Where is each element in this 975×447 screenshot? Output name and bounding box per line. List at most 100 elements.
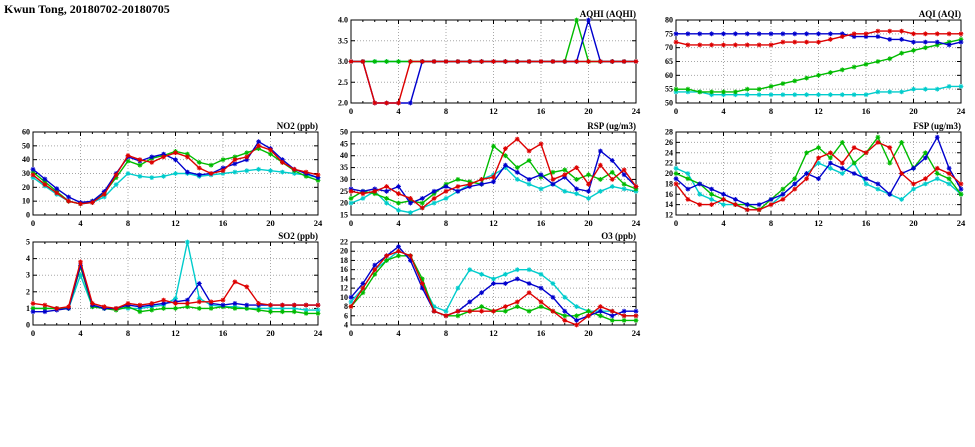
- svg-text:4.0: 4.0: [338, 16, 348, 25]
- svg-text:26: 26: [665, 138, 673, 147]
- svg-text:25: 25: [340, 187, 348, 196]
- svg-text:20: 20: [909, 218, 918, 228]
- svg-text:50: 50: [22, 141, 30, 150]
- svg-text:8: 8: [444, 328, 448, 338]
- svg-text:0: 0: [26, 321, 30, 330]
- svg-text:18: 18: [340, 256, 348, 265]
- svg-text:16: 16: [537, 328, 546, 338]
- svg-text:O3 (ppb): O3 (ppb): [601, 231, 636, 241]
- svg-text:0: 0: [349, 218, 353, 228]
- svg-text:30: 30: [22, 169, 30, 178]
- svg-text:30: 30: [340, 175, 348, 184]
- svg-text:20: 20: [584, 328, 593, 338]
- chart-o3: 4 6 8 10 12 14 16 18 20 22 0 4 8 12 16 20 24 O3 (ppb): [323, 230, 643, 342]
- svg-text:24: 24: [665, 148, 673, 157]
- svg-text:20: 20: [665, 169, 673, 178]
- svg-text:0: 0: [31, 218, 35, 228]
- svg-text:0: 0: [349, 328, 353, 338]
- svg-text:0: 0: [349, 106, 353, 116]
- svg-text:4: 4: [26, 254, 30, 263]
- svg-text:24: 24: [632, 328, 641, 338]
- svg-text:AQHI (AQHI): AQHI (AQHI): [580, 9, 636, 19]
- svg-text:20: 20: [266, 328, 275, 338]
- svg-text:35: 35: [340, 163, 348, 172]
- svg-text:16: 16: [537, 218, 546, 228]
- svg-text:AQI (AQI): AQI (AQI): [919, 9, 961, 19]
- svg-text:18: 18: [665, 179, 673, 188]
- svg-text:3.5: 3.5: [338, 36, 348, 45]
- svg-text:28: 28: [665, 128, 673, 137]
- svg-text:8: 8: [126, 218, 130, 228]
- chart-no2: 0 10 20 30 40 50 60 0 4 8 12 16 20 24 NO2 (ppb): [5, 120, 325, 232]
- svg-text:0: 0: [31, 328, 35, 338]
- svg-text:16: 16: [219, 328, 228, 338]
- svg-text:4: 4: [721, 218, 726, 228]
- svg-text:4: 4: [396, 218, 401, 228]
- svg-text:3: 3: [26, 271, 30, 280]
- svg-text:24: 24: [957, 106, 966, 116]
- svg-text:16: 16: [340, 265, 348, 274]
- svg-text:4: 4: [78, 328, 83, 338]
- chart-rsp: 15 20 25 30 35 40 45 50 0 4 8 12 16 20 24 RSP (ug/m3): [323, 120, 643, 232]
- svg-text:RSP (ug/m3): RSP (ug/m3): [587, 121, 636, 131]
- svg-text:2: 2: [26, 287, 30, 296]
- svg-text:16: 16: [537, 106, 546, 116]
- svg-text:3.0: 3.0: [338, 57, 348, 66]
- svg-text:12: 12: [665, 211, 673, 220]
- svg-text:22: 22: [340, 238, 348, 247]
- svg-text:8: 8: [444, 106, 448, 116]
- svg-text:SO2 (ppb): SO2 (ppb): [278, 231, 318, 241]
- svg-text:10: 10: [22, 197, 30, 206]
- svg-text:4: 4: [396, 328, 401, 338]
- svg-text:20: 20: [22, 183, 30, 192]
- svg-text:50: 50: [340, 128, 348, 137]
- svg-text:4: 4: [344, 321, 348, 330]
- svg-text:12: 12: [814, 218, 823, 228]
- svg-text:45: 45: [340, 139, 348, 148]
- svg-text:12: 12: [171, 218, 180, 228]
- svg-text:20: 20: [266, 218, 275, 228]
- svg-text:24: 24: [957, 218, 966, 228]
- svg-text:2.0: 2.0: [338, 99, 348, 108]
- svg-text:70: 70: [665, 43, 673, 52]
- svg-text:60: 60: [22, 128, 30, 137]
- svg-text:10: 10: [340, 293, 348, 302]
- svg-text:8: 8: [769, 218, 773, 228]
- svg-text:20: 20: [340, 199, 348, 208]
- svg-text:20: 20: [584, 218, 593, 228]
- svg-text:6: 6: [344, 311, 348, 320]
- svg-text:24: 24: [632, 218, 641, 228]
- svg-text:15: 15: [340, 211, 348, 220]
- svg-text:12: 12: [814, 106, 823, 116]
- svg-text:12: 12: [340, 284, 348, 293]
- chart-so2: 0 1 2 3 4 5 0 4 8 12 16 20 24 SO2 (ppb): [5, 230, 325, 342]
- svg-text:4: 4: [721, 106, 726, 116]
- svg-text:5: 5: [26, 238, 30, 247]
- chart-aqhi: 2.0 2.5 3.0 3.5 4.0 0 4 8 12 16 20 24 AQHI (AQHI): [323, 8, 643, 120]
- svg-text:24: 24: [314, 218, 323, 228]
- svg-text:55: 55: [665, 85, 673, 94]
- svg-text:75: 75: [665, 29, 673, 38]
- svg-text:16: 16: [862, 218, 871, 228]
- svg-text:16: 16: [862, 106, 871, 116]
- svg-text:14: 14: [340, 274, 348, 283]
- chart-fsp: 12 14 16 18 20 22 24 26 28 0 4 8 12 16 20 24 FSP (ug/m3): [648, 120, 968, 232]
- svg-text:16: 16: [219, 218, 228, 228]
- chart-aqi: 50 55 60 65 70 75 80 0 4 8 12 16 20 24 AQI (AQI): [648, 8, 968, 120]
- svg-text:24: 24: [314, 328, 323, 338]
- svg-text:80: 80: [665, 16, 673, 25]
- svg-text:8: 8: [126, 328, 130, 338]
- svg-text:65: 65: [665, 57, 673, 66]
- page-title: Kwun Tong, 20180702-20180705: [4, 2, 170, 16]
- svg-text:8: 8: [444, 218, 448, 228]
- svg-text:50: 50: [665, 99, 673, 108]
- svg-text:12: 12: [171, 328, 180, 338]
- svg-text:22: 22: [665, 159, 673, 168]
- svg-text:8: 8: [344, 302, 348, 311]
- svg-text:24: 24: [632, 106, 641, 116]
- svg-text:20: 20: [584, 106, 593, 116]
- svg-text:40: 40: [22, 155, 30, 164]
- svg-text:0: 0: [674, 218, 678, 228]
- svg-text:60: 60: [665, 71, 673, 80]
- svg-text:0: 0: [26, 211, 30, 220]
